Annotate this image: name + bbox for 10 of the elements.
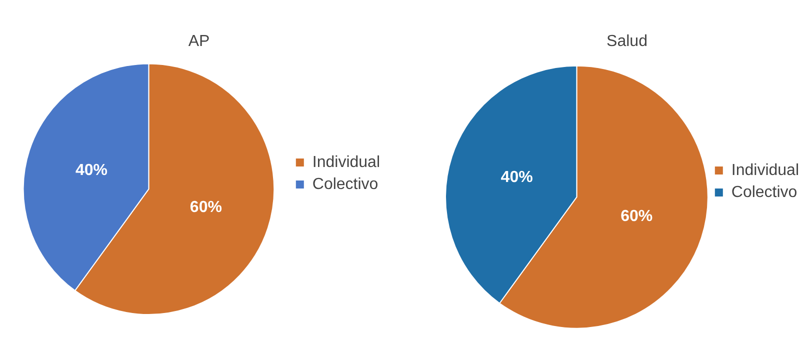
data-label: 60% <box>190 199 222 216</box>
legend-label: Colectivo <box>731 184 798 201</box>
legend-label: Individual <box>731 162 800 179</box>
legend-label: Colectivo <box>312 176 378 193</box>
legend-label: Individual <box>312 154 380 171</box>
chart-title: Salud <box>606 33 648 50</box>
chart-title: AP <box>188 33 210 50</box>
data-label: 60% <box>620 208 653 225</box>
data-label: 40% <box>75 162 108 179</box>
data-label: 40% <box>500 169 533 186</box>
